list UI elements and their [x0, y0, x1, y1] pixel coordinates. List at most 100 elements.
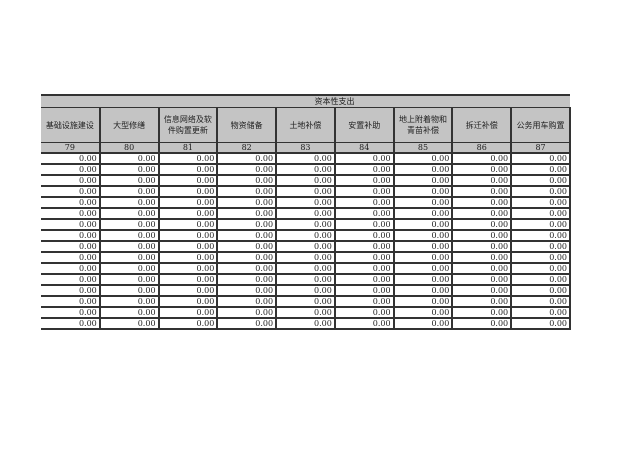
table-row-cell: 0.00 — [334, 263, 395, 275]
table-row-cell: 0.00 — [511, 274, 571, 286]
table-row-cell: 0.00 — [334, 230, 395, 242]
table-row-cell: 0.00 — [158, 274, 219, 286]
table-row-cell: 0.00 — [217, 175, 278, 187]
group-title-row: 资本性支出 — [41, 94, 570, 108]
table-row-cell: 0.00 — [158, 164, 219, 176]
table-row-cell: 0.00 — [334, 175, 395, 187]
table-row-cell: 0.00 — [452, 153, 513, 165]
table-row-cell: 0.00 — [41, 307, 101, 319]
table-row: 0.00 0.00 0.00 0.00 0.00 0.00 0.00 0.00 0.00 — [41, 318, 571, 330]
header-row-cell: 基础设施建设 — [41, 107, 101, 143]
table-row: 0.00 0.00 0.00 0.00 0.00 0.00 0.00 0.00 0.00 — [41, 241, 571, 253]
table-row-cell: 0.00 — [41, 241, 101, 253]
header-row-cell: 公务用车购置 — [511, 107, 571, 143]
table-row-cell: 0.00 — [452, 274, 513, 286]
table-row-cell: 0.00 — [99, 285, 160, 297]
header-row: 基础设施建设 大型修缮 信息网络及软件购置更新 物资储备 土地补偿 安置补助 地上附着物和青… — [41, 107, 571, 143]
table-row-cell: 0.00 — [334, 241, 395, 253]
table-row-cell: 0.00 — [99, 296, 160, 308]
table-row-cell: 0.00 — [158, 197, 219, 209]
table-row-cell: 0.00 — [511, 219, 571, 231]
table-row-cell: 0.00 — [334, 186, 395, 198]
table-row: 0.00 0.00 0.00 0.00 0.00 0.00 0.00 0.00 0.00 — [41, 307, 571, 319]
table-row-cell: 0.00 — [158, 219, 219, 231]
table-row: 0.00 0.00 0.00 0.00 0.00 0.00 0.00 0.00 0.00 — [41, 175, 571, 187]
table-row-cell: 0.00 — [158, 186, 219, 198]
table-row-cell: 0.00 — [511, 153, 571, 165]
code-row-cell: 79 — [41, 142, 101, 154]
table-row-cell: 0.00 — [452, 318, 513, 330]
table-row-cell: 0.00 — [452, 263, 513, 275]
table-row-cell: 0.00 — [217, 307, 278, 319]
table-row-cell: 0.00 — [334, 208, 395, 220]
table-row-cell: 0.00 — [393, 318, 454, 330]
table-row: 0.00 0.00 0.00 0.00 0.00 0.00 0.00 0.00 0.00 — [41, 208, 571, 220]
table-row-cell: 0.00 — [276, 274, 336, 286]
table-row: 0.00 0.00 0.00 0.00 0.00 0.00 0.00 0.00 0.00 — [41, 285, 571, 297]
table-row-cell: 0.00 — [393, 263, 454, 275]
table-row-cell: 0.00 — [99, 153, 160, 165]
code-row: 79 80 81 82 83 84 85 86 87 — [41, 142, 571, 154]
table-row-cell: 0.00 — [452, 175, 513, 187]
table-row-cell: 0.00 — [452, 230, 513, 242]
table-row-cell: 0.00 — [393, 285, 454, 297]
table-row-cell: 0.00 — [158, 241, 219, 253]
table-row: 0.00 0.00 0.00 0.00 0.00 0.00 0.00 0.00 0.00 — [41, 164, 571, 176]
table-row-cell: 0.00 — [334, 274, 395, 286]
table-row-cell: 0.00 — [511, 230, 571, 242]
table-row-cell: 0.00 — [217, 197, 278, 209]
table-row-cell: 0.00 — [99, 252, 160, 264]
table-row-cell: 0.00 — [41, 197, 101, 209]
table-row-cell: 0.00 — [217, 164, 278, 176]
table-row-cell: 0.00 — [334, 252, 395, 264]
table-row-cell: 0.00 — [276, 153, 336, 165]
table-row-cell: 0.00 — [334, 296, 395, 308]
table-row-cell: 0.00 — [393, 230, 454, 242]
table-row-cell: 0.00 — [276, 307, 336, 319]
capital-expenditure-table: 资本性支出 基础设施建设 大型修缮 信息网络及软件购置更新 物资储备 土地补偿 安置补助地… — [41, 94, 571, 330]
table-row-cell: 0.00 — [217, 252, 278, 264]
table-row-cell: 0.00 — [158, 318, 219, 330]
table-row-cell: 0.00 — [334, 219, 395, 231]
table-row-cell: 0.00 — [99, 219, 160, 231]
table-row-cell: 0.00 — [452, 296, 513, 308]
table-row-cell: 0.00 — [393, 164, 454, 176]
table-row-cell: 0.00 — [41, 230, 101, 242]
header-row-cell: 安置补助 — [334, 107, 395, 143]
table-row-cell: 0.00 — [217, 153, 278, 165]
table-row-cell: 0.00 — [334, 307, 395, 319]
table-row-cell: 0.00 — [334, 164, 395, 176]
table-row-cell: 0.00 — [217, 285, 278, 297]
table-row-cell: 0.00 — [393, 241, 454, 253]
table-row-cell: 0.00 — [217, 186, 278, 198]
table-row-cell: 0.00 — [217, 208, 278, 220]
table-row-cell: 0.00 — [452, 164, 513, 176]
table-row-cell: 0.00 — [276, 230, 336, 242]
code-row-cell: 81 — [158, 142, 219, 154]
table-row-cell: 0.00 — [99, 307, 160, 319]
table-row-cell: 0.00 — [452, 208, 513, 220]
code-row-cell: 86 — [452, 142, 513, 154]
table-row-cell: 0.00 — [41, 186, 101, 198]
table-row-cell: 0.00 — [99, 175, 160, 187]
table-row-cell: 0.00 — [393, 219, 454, 231]
header-row-cell: 信息网络及软件购置更新 — [158, 107, 219, 143]
table-row-cell: 0.00 — [41, 175, 101, 187]
table-row-cell: 0.00 — [276, 252, 336, 264]
table-row-cell: 0.00 — [41, 208, 101, 220]
table-row-cell: 0.00 — [452, 186, 513, 198]
code-row-cell: 82 — [217, 142, 278, 154]
table-row-cell: 0.00 — [99, 186, 160, 198]
table-row-cell: 0.00 — [393, 307, 454, 319]
table-row-cell: 0.00 — [334, 153, 395, 165]
table-row-cell: 0.00 — [276, 197, 336, 209]
header-row-cell: 地上附着物和青苗补偿 — [393, 107, 454, 143]
table-row-cell: 0.00 — [99, 274, 160, 286]
table-row-cell: 0.00 — [511, 263, 571, 275]
table-row-cell: 0.00 — [158, 263, 219, 275]
table-row-cell: 0.00 — [393, 252, 454, 264]
table-row-cell: 0.00 — [393, 153, 454, 165]
table-row-cell: 0.00 — [158, 252, 219, 264]
table-row-cell: 0.00 — [393, 208, 454, 220]
table-row-cell: 0.00 — [452, 219, 513, 231]
